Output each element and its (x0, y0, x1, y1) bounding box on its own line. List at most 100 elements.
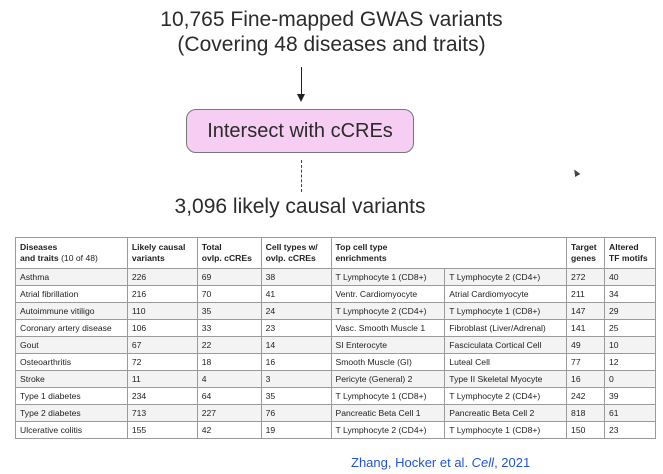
citation-authors: Zhang, Hocker et al. (351, 455, 472, 470)
header-label-3: Total (201, 242, 222, 252)
header-sublabel-6: genes (571, 253, 596, 263)
header-title: 10,765 Fine-mapped GWAS variants (Coveri… (0, 7, 663, 57)
column-header-total-ovlp: Total ovlp. cCREs (196, 237, 262, 269)
table-cell: 11 (126, 370, 198, 388)
header-sublabel-count: (10 of 48) (58, 253, 98, 263)
table-cell: Fibroblast (Liver/Adrenal) (444, 319, 568, 337)
table-cell: 12 (603, 353, 657, 371)
table-cell: Fasciculata Cortical Cell (444, 336, 568, 354)
header-label-5: Top cell type (335, 242, 388, 252)
table-cell: T Lymphocyte 2 (CD4+) (444, 387, 568, 405)
table-cell: 0 (603, 370, 657, 388)
table-row: Type 2 diabetes 713 227 76 Pancreatic Be… (15, 404, 657, 422)
citation-journal: Cell (471, 455, 495, 470)
gwas-disease-table: Diseases and traits (10 of 48) Likely ca… (15, 237, 657, 439)
table-cell: Stroke (15, 370, 128, 388)
table-header-row: Diseases and traits (10 of 48) Likely ca… (15, 237, 657, 269)
table-cell: T Lymphocyte 2 (CD4+) (444, 268, 568, 286)
citation-link[interactable]: Zhang, Hocker et al. Cell, 2021 (351, 455, 530, 470)
table-cell: T Lymphocyte 1 (CD8+) (330, 268, 446, 286)
table-cell: Luteal Cell (444, 353, 568, 371)
table-cell: 211 (566, 285, 605, 303)
header-line-1: 10,765 Fine-mapped GWAS variants (160, 8, 503, 31)
header-sublabel-3: ovlp. cCREs (201, 253, 252, 263)
table-cell: Ventr. Cardiomyocyte (330, 285, 446, 303)
table-cell: 713 (126, 404, 198, 422)
table-cell: 110 (126, 302, 198, 320)
table-cell: SI Enterocyte (330, 336, 446, 354)
table-cell: 72 (126, 353, 198, 371)
table-cell: 216 (126, 285, 198, 303)
table-row: Atrial fibrillation 216 70 41 Ventr. Car… (15, 285, 657, 303)
table-cell: 10 (603, 336, 657, 354)
table-cell: 77 (566, 353, 605, 371)
column-header-altered-tf: Altered TF motifs (603, 237, 657, 269)
table-cell: 150 (566, 421, 605, 439)
table-cell: 25 (603, 319, 657, 337)
table-cell: 35 (260, 387, 332, 405)
table-cell: 29 (603, 302, 657, 320)
header-label-6: Target (571, 242, 597, 252)
table-cell: 76 (260, 404, 332, 422)
dashed-connector (301, 160, 302, 192)
header-label-1: Diseases (20, 242, 58, 252)
table-cell: 61 (603, 404, 657, 422)
table-cell: 23 (603, 421, 657, 439)
table-cell: 24 (260, 302, 332, 320)
citation-year: , 2021 (494, 455, 531, 470)
table-cell: Vasc. Smooth Muscle 1 (330, 319, 446, 337)
table-cell: 3 (260, 370, 332, 388)
table-row: Autoimmune vitiligo 110 35 24 T Lymphocy… (15, 302, 657, 320)
header-label-2: Likely causal (131, 242, 186, 252)
column-header-diseases: Diseases and traits (10 of 48) (15, 237, 128, 269)
table-cell: T Lymphocyte 1 (CD8+) (444, 421, 568, 439)
table-cell: 16 (566, 370, 605, 388)
header-label-7: Altered (608, 242, 639, 252)
table-cell: T Lymphocyte 2 (CD4+) (330, 302, 446, 320)
intersect-step-box: Intersect with cCREs (186, 109, 414, 153)
table-cell: 141 (566, 319, 605, 337)
table-cell: T Lymphocyte 1 (CD8+) (444, 302, 568, 320)
table-cell: Smooth Muscle (GI) (330, 353, 446, 371)
table-cell: Coronary artery disease (15, 319, 128, 337)
table-cell: 242 (566, 387, 605, 405)
header-label-4: Cell types w/ (265, 242, 318, 252)
table-cell: Atrial Cardiomyocyte (444, 285, 568, 303)
table-cell: Ulcerative colitis (15, 421, 128, 439)
table-cell: 64 (196, 387, 262, 405)
table-row: Stroke 11 4 3 Pericyte (General) 2 Type … (15, 370, 657, 388)
table-cell: 18 (196, 353, 262, 371)
column-header-cell-types: Cell types w/ ovlp. cCREs (260, 237, 332, 269)
table-cell: 4 (196, 370, 262, 388)
table-row: Ulcerative colitis 155 42 19 T Lymphocyt… (15, 421, 657, 439)
table-cell: 272 (566, 268, 605, 286)
table-cell: 155 (126, 421, 198, 439)
table-cell: Atrial fibrillation (15, 285, 128, 303)
header-sublabel-4: ovlp. cCREs (265, 253, 316, 263)
mouse-cursor-icon (571, 167, 581, 178)
table-cell: Osteoarthritis (15, 353, 128, 371)
table-cell: 234 (126, 387, 198, 405)
table-cell: 14 (260, 336, 332, 354)
table-cell: 34 (603, 285, 657, 303)
table-cell: 106 (126, 319, 198, 337)
table-cell: T Lymphocyte 1 (CD8+) (330, 387, 446, 405)
table-cell: 38 (260, 268, 332, 286)
table-cell: Type 2 diabetes (15, 404, 128, 422)
column-header-top-cell-type: Top cell type enrichments (330, 237, 568, 269)
table-cell: 33 (196, 319, 262, 337)
table-cell: T Lymphocyte 2 (CD4+) (330, 421, 446, 439)
table-cell: 818 (566, 404, 605, 422)
header-line-2: (Covering 48 diseases and traits) (177, 33, 486, 56)
table-cell: 35 (196, 302, 262, 320)
table-row: Coronary artery disease 106 33 23 Vasc. … (15, 319, 657, 337)
table-row: Asthma 226 69 38 T Lymphocyte 1 (CD8+) T… (15, 268, 657, 286)
header-sublabel-1: and traits (20, 253, 59, 263)
table-cell: 227 (196, 404, 262, 422)
table-cell: 19 (260, 421, 332, 439)
table-cell: 23 (260, 319, 332, 337)
table-cell: 22 (196, 336, 262, 354)
table-cell: 70 (196, 285, 262, 303)
table-cell: 40 (603, 268, 657, 286)
header-sublabel-2: variants (131, 253, 165, 263)
